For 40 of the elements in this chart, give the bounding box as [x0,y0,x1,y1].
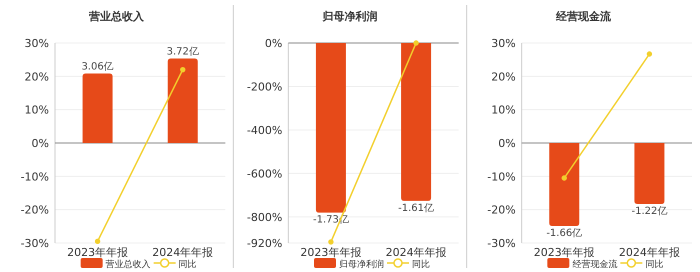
legend-label: 同比 [645,259,664,270]
data-label: -1.22亿 [631,206,668,217]
y-tick-label: -800% [246,210,282,224]
y-tick-label: 20% [491,70,516,84]
y-tick-label: -10% [20,170,49,184]
legend-label: 同比 [178,259,197,270]
y-tick-label: -10% [487,170,516,184]
x-tick-label: 2024年年报 [152,246,214,259]
y-tick-label: -400% [246,124,282,137]
y-tick-label: -600% [246,167,282,180]
legend-label: 归母净利润 [339,259,384,270]
data-label: -1.61亿 [398,202,434,214]
y-tick-label: 10% [24,104,49,117]
y-tick-label: 20% [24,70,49,84]
x-tick-label: 2023年年报 [67,246,128,259]
y-tick-label: 0% [32,137,49,150]
chart-title: 营业总收入 [88,10,146,23]
data-label: -1.66亿 [546,228,582,239]
y-tick-label: -20% [20,204,49,217]
y-tick-label: -20% [487,204,516,217]
x-tick-label: 2023年年报 [534,246,595,259]
y-tick-label: -920% [246,237,282,250]
y-tick-label: -30% [20,237,49,250]
y-tick-label: 0% [264,37,282,50]
y-tick-label: 0% [498,137,516,150]
data-label: 3.06亿 [81,61,114,72]
y-tick-label: 30% [491,37,516,50]
y-tick-label: -200% [246,80,282,94]
y-tick-label: 10% [491,104,516,117]
legend-label: 同比 [412,259,430,270]
data-label: 3.72亿 [166,46,199,58]
legend-label: 营业总收入 [106,259,151,270]
chart-title: 归母净利润 [322,10,378,23]
chart-title: 经营现金流 [554,10,612,23]
legend-label: 经营现金流 [572,259,618,270]
y-tick-label: -30% [487,237,516,250]
y-tick-label: 30% [24,37,49,50]
x-tick-label: 2024年年报 [386,246,447,259]
x-tick-label: 2023年年报 [300,246,362,259]
x-tick-label: 2024年年报 [618,246,680,259]
